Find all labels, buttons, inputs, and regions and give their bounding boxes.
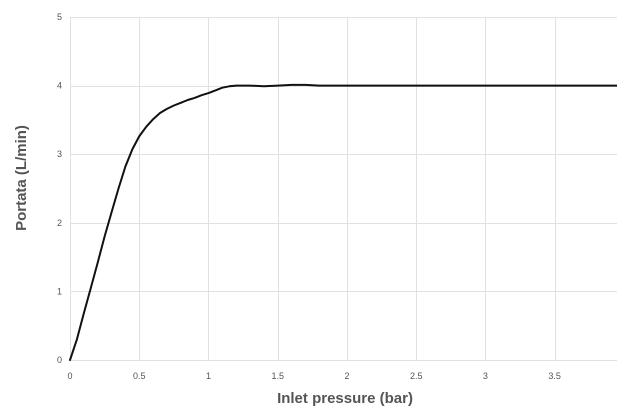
x-tick-label: 3 (483, 371, 488, 381)
x-tick-label: 1.5 (271, 371, 284, 381)
y-tick-label: 0 (57, 355, 62, 365)
grid-lines (70, 17, 617, 361)
x-axis-title: Inlet pressure (bar) (277, 390, 413, 407)
x-tick-label: 2 (344, 371, 349, 381)
y-axis-title: Portata (L/min) (13, 125, 30, 231)
x-tick-label: 0 (67, 371, 72, 381)
x-tick-label: 0.5 (133, 371, 146, 381)
x-tick-label: 3.5 (548, 371, 561, 381)
series-line (69, 83, 617, 361)
y-tick-label: 3 (57, 149, 62, 159)
y-tick-label: 5 (57, 12, 62, 22)
y-tick-label: 4 (57, 81, 62, 91)
x-tick-label: 2.5 (410, 371, 423, 381)
y-tick-label: 2 (57, 218, 62, 228)
x-tick-label: 1 (206, 371, 211, 381)
y-tick-label: 1 (57, 286, 62, 296)
tick-labels: 0 1 2 3 4 5 0 0.5 1 1.5 2 2.5 3 3.5 (57, 12, 561, 381)
